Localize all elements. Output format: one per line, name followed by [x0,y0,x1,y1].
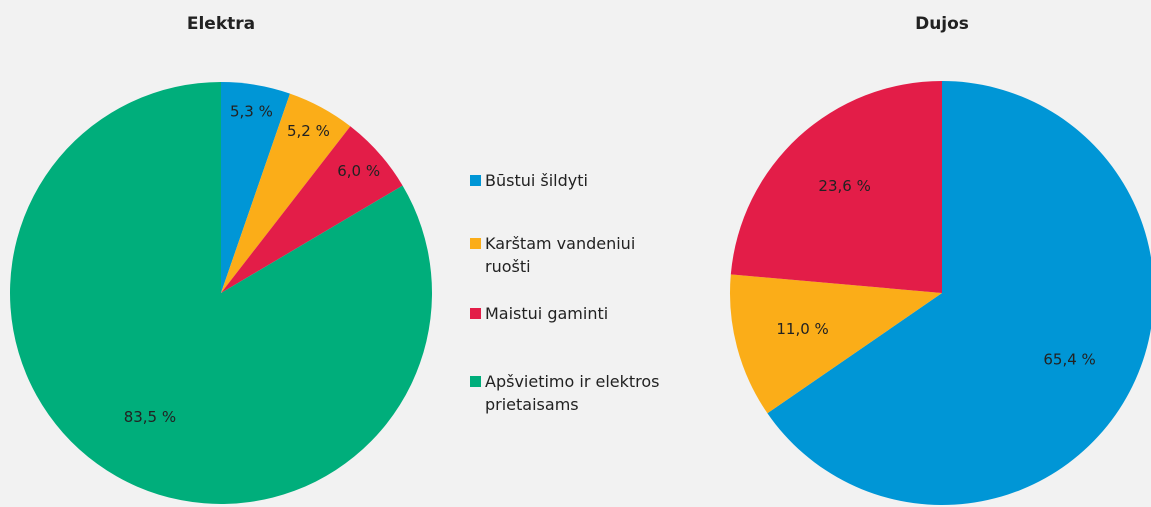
legend-label: Karštam vandeniui ruošti [485,234,636,276]
data-label: 5,2 % [287,122,330,140]
legend-swatch [470,308,481,319]
pie-slice [730,81,942,293]
pie-slice [221,126,403,294]
legend-item: Būstui šildyti [470,169,700,192]
data-label: 65,4 % [1043,351,1095,369]
data-label: 83,5 % [124,408,176,426]
pie-slice [767,81,1151,505]
pie-slice [221,82,290,293]
legend-swatch [470,238,481,249]
pie-slice [221,93,351,293]
pie-slice [10,82,433,504]
data-label: 23,6 % [818,177,870,195]
pie-slice [730,274,942,414]
data-label: 6,0 % [337,162,380,180]
legend-label: Maistui gaminti [485,304,609,323]
legend-item: Karštam vandeniui ruošti [470,232,700,278]
data-label: 11,0 % [776,320,828,338]
legend-label: Apšvietimo ir elektros prietaisams [485,372,660,414]
legend-label: Būstui šildyti [485,171,588,190]
chart-title: Dujos [915,14,969,34]
data-label: 5,3 % [230,102,273,120]
legend-swatch [470,376,481,387]
chart-title: Elektra [187,14,255,34]
legend-item: Apšvietimo ir elektros prietaisams [470,370,700,416]
legend-item: Maistui gaminti [470,302,700,325]
legend-swatch [470,175,481,186]
